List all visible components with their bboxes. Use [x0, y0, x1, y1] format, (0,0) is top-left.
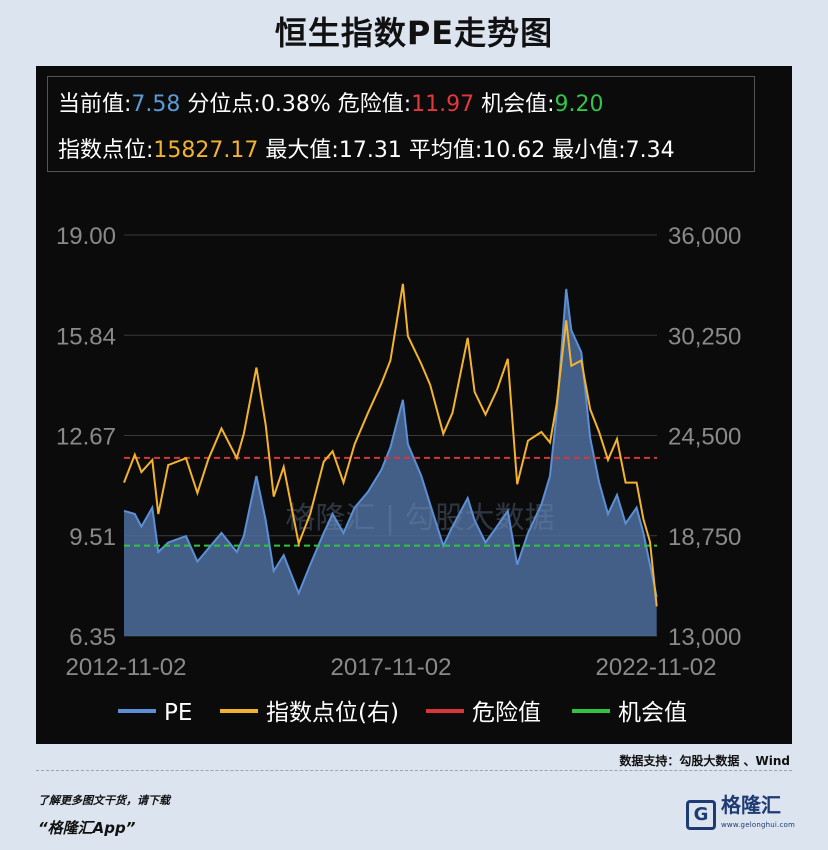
legend-label: PE: [164, 700, 192, 726]
right-axis-tick-label: 13,000: [668, 624, 741, 651]
percentile-label: 分位点:: [187, 92, 261, 117]
max-value: 17.31: [338, 138, 402, 163]
brand-name-block: 格隆汇 www.gelonghui.com: [721, 795, 795, 835]
opportunity-value: 9.20: [554, 92, 604, 117]
left-axis-tick-label: 12.67: [56, 424, 116, 451]
stats-row-2: 指数点位:15827.17 最大值:17.31 平均值:10.62 最小值:7.…: [58, 132, 675, 164]
watermark: 格隆汇 | 勾股大数据: [285, 501, 554, 536]
left-axis-tick-label: 9.51: [69, 524, 116, 551]
avg-label: 平均值:: [408, 138, 483, 163]
footer-divider: [36, 770, 792, 771]
right-axis-tick-label: 30,250: [668, 323, 741, 350]
left-axis-tick-label: 15.84: [56, 323, 116, 350]
index-value: 15827.17: [153, 138, 259, 163]
avg-value: 10.62: [482, 138, 546, 163]
legend-label: 危险值: [472, 700, 541, 726]
left-axis-tick-label: 19.00: [56, 223, 116, 250]
right-axis-tick-label: 36,000: [668, 223, 741, 250]
data-source: 数据支持：勾股大数据 、Wind: [619, 754, 790, 768]
percentile-value: 0.38%: [260, 92, 331, 117]
min-label: 最小值:: [552, 138, 626, 163]
x-axis-tick-label: 2017-11-02: [331, 654, 452, 681]
brand-url: www.gelonghui.com: [721, 821, 796, 829]
min-value: 7.34: [625, 138, 675, 163]
stats-row-1: 当前值:7.58 分位点:0.38% 危险值:11.97 机会值:9.20: [58, 86, 604, 118]
index-line: [123, 283, 658, 607]
legend-label: 机会值: [618, 700, 687, 726]
current-label: 当前值:: [58, 92, 132, 117]
brand-g-icon: G: [686, 800, 716, 830]
danger-label: 危险值:: [337, 92, 412, 117]
right-axis-tick-label: 24,500: [668, 424, 741, 451]
danger-value: 11.97: [411, 92, 475, 117]
stats-box: 当前值:7.58 分位点:0.38% 危险值:11.97 机会值:9.20 指数…: [47, 76, 755, 172]
promo-line-1: 了解更多图文干货，请下载: [38, 794, 170, 807]
current-value: 7.58: [131, 92, 181, 117]
pe-area: [124, 288, 657, 636]
index-label: 指数点位:: [58, 138, 154, 163]
x-axis-tick-label: 2022-11-02: [596, 654, 717, 681]
max-label: 最大值:: [265, 138, 339, 163]
brand-logo-block: G 格隆汇 www.gelonghui.com: [686, 795, 795, 835]
left-axis-tick-label: 6.35: [69, 624, 116, 651]
x-axis-tick-label: 2012-11-02: [66, 654, 187, 681]
legend-label: 指数点位(右): [266, 700, 399, 726]
opportunity-label: 机会值:: [481, 92, 555, 117]
brand-name: 格隆汇: [721, 793, 781, 817]
right-axis-tick-label: 18,750: [668, 524, 741, 551]
promo-line-2: “格隆汇App”: [38, 819, 136, 837]
chart-title: 恒生指数PE走势图: [274, 14, 554, 52]
